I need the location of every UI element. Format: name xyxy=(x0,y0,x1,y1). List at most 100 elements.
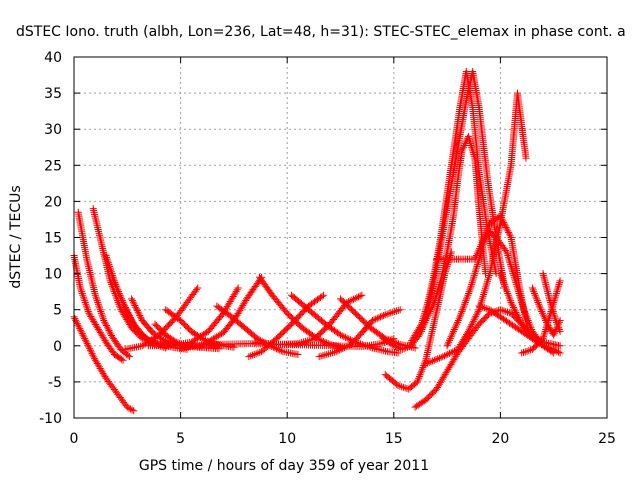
data-point xyxy=(78,330,86,338)
data-point xyxy=(556,342,564,350)
data-point xyxy=(484,305,492,313)
data-series xyxy=(418,67,509,335)
data-point xyxy=(398,345,406,353)
data-point xyxy=(89,351,97,359)
data-point xyxy=(90,353,98,361)
data-series xyxy=(381,248,455,393)
data-point xyxy=(77,326,85,334)
data-point xyxy=(549,308,557,316)
data-point xyxy=(415,372,423,380)
data-point xyxy=(319,352,327,360)
data-point xyxy=(234,284,242,292)
data-point xyxy=(103,255,111,263)
data-point xyxy=(554,284,562,292)
data-point xyxy=(536,304,544,312)
data-point xyxy=(554,348,562,356)
data-point xyxy=(468,280,476,288)
data-point xyxy=(348,296,356,304)
data-point xyxy=(445,349,453,357)
data-point xyxy=(423,308,431,316)
data-point xyxy=(446,252,454,260)
data-point xyxy=(131,302,139,310)
data-point xyxy=(506,297,514,305)
data-point xyxy=(459,304,467,312)
data-point xyxy=(540,313,548,321)
data-point xyxy=(128,406,136,414)
data-point xyxy=(508,266,516,274)
data-point xyxy=(496,306,504,314)
data-point xyxy=(360,341,368,349)
data-point xyxy=(342,343,350,351)
data-point xyxy=(539,335,547,343)
data-point xyxy=(128,295,136,303)
data-point xyxy=(135,310,143,318)
data-point xyxy=(97,308,105,316)
data-point xyxy=(123,307,131,315)
data-point xyxy=(78,289,86,297)
data-point xyxy=(535,302,543,310)
chart-title: dSTEC Iono. truth (albh, Lon=236, Lat=48… xyxy=(16,24,626,40)
data-point xyxy=(473,309,481,317)
data-point xyxy=(423,309,431,317)
data-point xyxy=(102,252,110,260)
data-point xyxy=(498,275,506,283)
data-point xyxy=(450,347,458,355)
data-point xyxy=(398,383,406,391)
data-series xyxy=(539,270,564,335)
data-point xyxy=(319,337,327,345)
data-point xyxy=(108,273,116,281)
data-point xyxy=(102,320,110,328)
data-point xyxy=(537,306,545,314)
data-point xyxy=(442,351,450,359)
data-point xyxy=(71,315,79,323)
data-point xyxy=(478,294,486,302)
data-point xyxy=(448,331,456,339)
data-point xyxy=(522,154,530,162)
data-point xyxy=(88,350,96,358)
data-point xyxy=(127,315,135,323)
data-point xyxy=(506,295,514,303)
data-point xyxy=(441,270,449,278)
data-point xyxy=(482,304,490,312)
data-point xyxy=(91,355,98,363)
data-point xyxy=(470,273,478,281)
data-point xyxy=(387,309,395,317)
data-point xyxy=(549,306,557,314)
y-tick-label: -5 xyxy=(48,375,62,391)
data-point xyxy=(548,304,556,312)
data-point xyxy=(539,342,547,350)
data-point xyxy=(91,291,99,299)
data-point xyxy=(365,343,373,351)
data-series xyxy=(251,291,366,348)
data-point xyxy=(327,349,335,357)
data-point xyxy=(395,344,403,352)
data-point xyxy=(451,324,459,332)
data-point xyxy=(105,261,113,269)
data-point xyxy=(501,220,508,228)
data-point xyxy=(422,360,430,368)
data-point xyxy=(420,318,428,326)
data-point xyxy=(276,346,284,354)
data-point xyxy=(460,141,468,149)
data-point xyxy=(450,326,458,334)
data-point xyxy=(73,320,81,328)
data-point xyxy=(467,322,475,330)
data-point xyxy=(411,344,419,352)
data-point xyxy=(465,288,473,296)
data-point xyxy=(465,326,473,334)
data-point xyxy=(444,350,452,358)
data-point xyxy=(539,311,547,319)
y-tick-label: 15 xyxy=(44,231,62,247)
data-marks xyxy=(70,67,564,415)
data-point xyxy=(556,279,564,287)
data-point xyxy=(459,145,467,153)
data-point xyxy=(548,302,556,310)
x-tick-label: 25 xyxy=(598,431,616,447)
data-point xyxy=(104,257,112,265)
data-point xyxy=(85,343,93,351)
data-point xyxy=(465,289,473,297)
data-point xyxy=(525,347,533,355)
data-point xyxy=(514,313,522,321)
data-point xyxy=(502,284,510,292)
data-point xyxy=(81,336,89,344)
